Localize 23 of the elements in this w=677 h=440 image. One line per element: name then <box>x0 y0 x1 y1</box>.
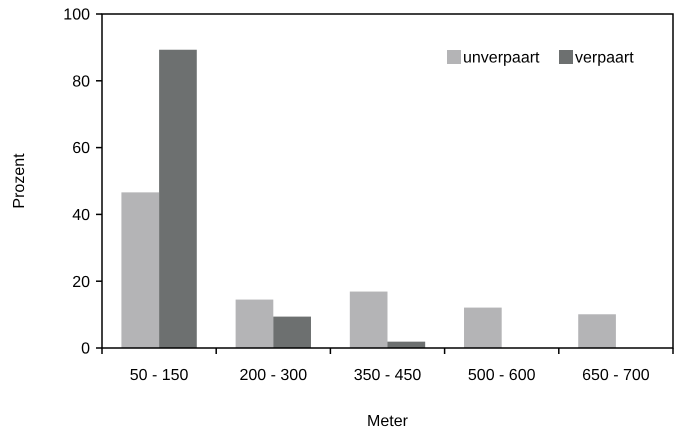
bar <box>121 192 160 348</box>
bar <box>273 316 311 348</box>
bar <box>236 300 274 348</box>
bar <box>159 50 197 348</box>
y-tick-label: 40 <box>72 207 90 224</box>
y-tick-label: 0 <box>81 340 90 358</box>
bar <box>578 314 616 348</box>
legend-label: verpaart <box>575 50 634 67</box>
bar <box>350 292 388 348</box>
y-tick-label: 60 <box>72 140 90 158</box>
x-tick-label: 50 - 150 <box>130 367 189 384</box>
y-tick-label: 100 <box>63 6 90 24</box>
bar <box>464 308 502 348</box>
y-tick-label: 20 <box>72 274 90 291</box>
x-tick-label: 500 - 600 <box>468 367 536 384</box>
legend-label: unverpaart <box>463 50 540 67</box>
x-tick-label: 650 - 700 <box>582 367 650 384</box>
x-axis-title: Meter <box>367 413 409 430</box>
bar <box>388 342 426 348</box>
y-axis-title: Prozent <box>11 152 28 209</box>
y-tick-label: 80 <box>72 73 90 90</box>
x-tick-label: 350 - 450 <box>354 367 422 384</box>
x-tick-label: 200 - 300 <box>239 367 308 384</box>
